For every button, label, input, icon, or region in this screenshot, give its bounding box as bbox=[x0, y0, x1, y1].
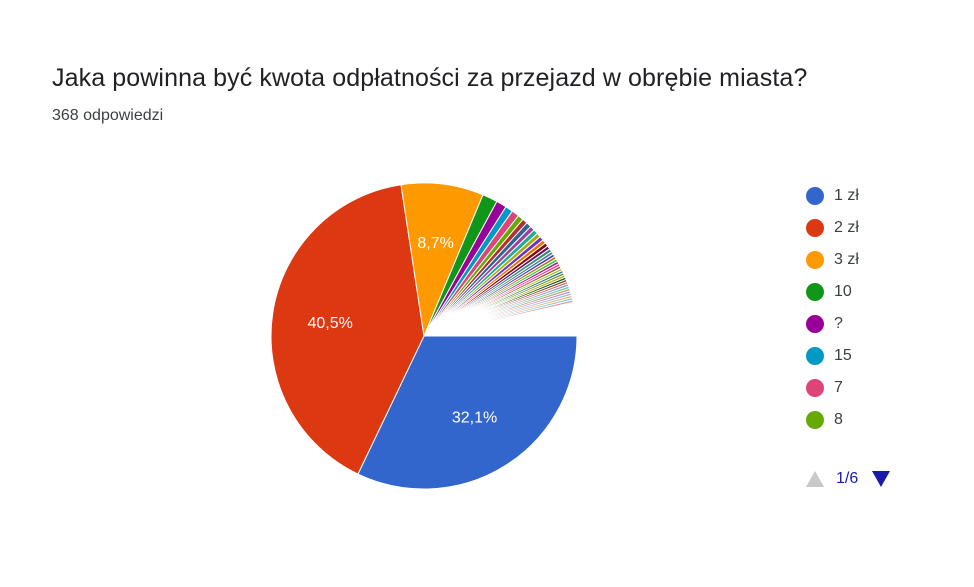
legend-label: 2 zł bbox=[834, 219, 859, 236]
legend-item: 2 zł bbox=[806, 212, 859, 244]
slice-label: 32,1% bbox=[452, 409, 497, 426]
legend-label: 3 zł bbox=[834, 251, 859, 268]
legend-label: 15 bbox=[834, 347, 852, 364]
legend-swatch bbox=[806, 379, 824, 397]
legend-swatch bbox=[806, 315, 824, 333]
legend-label: 8 bbox=[834, 411, 843, 428]
pie-slice-remaining bbox=[423, 301, 578, 337]
pie-slice-3z bbox=[400, 182, 484, 338]
legend-swatch bbox=[806, 411, 824, 429]
legend-swatch bbox=[806, 219, 824, 237]
legend-item: 1 zł bbox=[806, 180, 859, 212]
legend-item: 7 bbox=[806, 372, 859, 404]
legend-pager: 1/6 bbox=[806, 470, 891, 488]
page-title: Jaka powinna być kwota odpłatności za pr… bbox=[52, 64, 808, 92]
legend-item: 3 zł bbox=[806, 244, 859, 276]
legend-swatch bbox=[806, 283, 824, 301]
pie-slice-1z bbox=[357, 335, 578, 490]
legend-item: 15 bbox=[806, 340, 859, 372]
legend-item: ? bbox=[806, 308, 859, 340]
legend-swatch bbox=[806, 187, 824, 205]
slice-label: 40,5% bbox=[307, 315, 352, 332]
legend-label: 7 bbox=[834, 379, 843, 396]
prev-page-icon bbox=[806, 471, 824, 487]
legend: 1 zł 2 zł 3 zł 10? 15 7 8 bbox=[806, 180, 859, 436]
next-page-icon[interactable] bbox=[872, 471, 891, 487]
legend-label: ? bbox=[834, 315, 843, 332]
legend-item: 10 bbox=[806, 276, 859, 308]
legend-swatch bbox=[806, 251, 824, 269]
pie-slice-2z bbox=[270, 184, 425, 475]
legend-swatch bbox=[806, 347, 824, 365]
legend-label: 1 zł bbox=[834, 187, 859, 204]
legend-label: 10 bbox=[834, 283, 852, 300]
slice-label: 8,7% bbox=[417, 235, 453, 252]
response-count: 368 odpowiedzi bbox=[52, 107, 164, 124]
legend-page-label: 1/6 bbox=[836, 470, 859, 487]
legend-item: 8 bbox=[806, 404, 859, 436]
